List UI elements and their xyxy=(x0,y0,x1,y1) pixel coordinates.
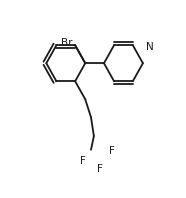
Text: Br: Br xyxy=(62,38,73,48)
Text: F: F xyxy=(109,146,115,156)
Text: F: F xyxy=(80,156,86,167)
Text: F: F xyxy=(97,164,103,174)
Text: N: N xyxy=(147,42,154,52)
